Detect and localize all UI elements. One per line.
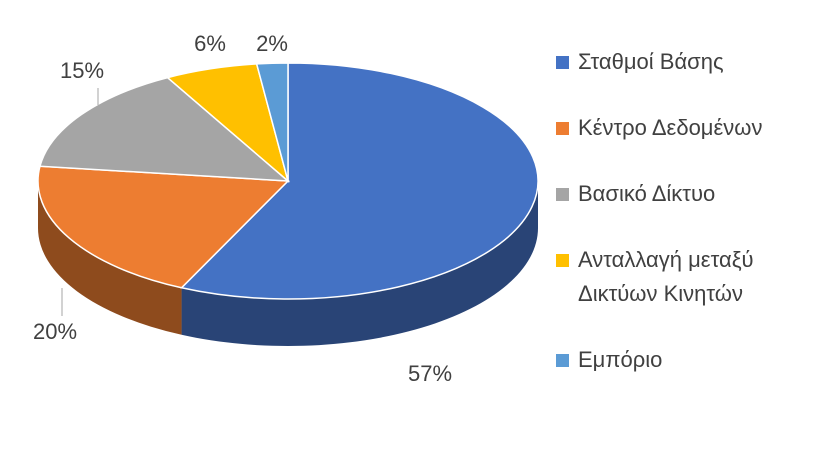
legend-item: Εμπόριο (556, 343, 806, 377)
legend-swatch (556, 254, 569, 267)
slice (37, 165, 290, 289)
legend-label: Εμπόριο (578, 347, 663, 372)
legend-swatch (556, 56, 569, 69)
legend-item: Σταθμοί Βάσης (556, 45, 806, 79)
slice (180, 62, 539, 300)
slice (39, 76, 291, 182)
legend-label: Ανταλλαγή μεταξύ Δικτύων Κινητών (578, 247, 754, 306)
data-label: 57% (408, 361, 452, 386)
slice (255, 62, 289, 182)
data-label: 2% (256, 31, 288, 56)
legend-label: Βασικό Δίκτυο (578, 181, 716, 206)
pie-area: 57% 20% 15% 6% 2% (33, 31, 539, 386)
legend-swatch (556, 188, 569, 201)
slice-side (37, 181, 182, 335)
legend-item: Κέντρο Δεδομένων (556, 111, 806, 145)
legend-label: Κέντρο Δεδομένων (578, 115, 763, 140)
data-label: 15% (60, 58, 104, 83)
legend-swatch (556, 122, 569, 135)
data-label: 20% (33, 319, 77, 344)
legend-swatch (556, 354, 569, 367)
data-label: 6% (194, 31, 226, 56)
legend: Σταθμοί Βάσης Κέντρο Δεδομένων Βασικό Δίκτ… (556, 45, 806, 377)
legend-item: Βασικό Δίκτυο (556, 177, 806, 211)
legend-item: Ανταλλαγή μεταξύ Δικτύων Κινητών (556, 243, 806, 311)
slice-side (181, 181, 538, 346)
legend-label: Σταθμοί Βάσης (578, 49, 724, 74)
